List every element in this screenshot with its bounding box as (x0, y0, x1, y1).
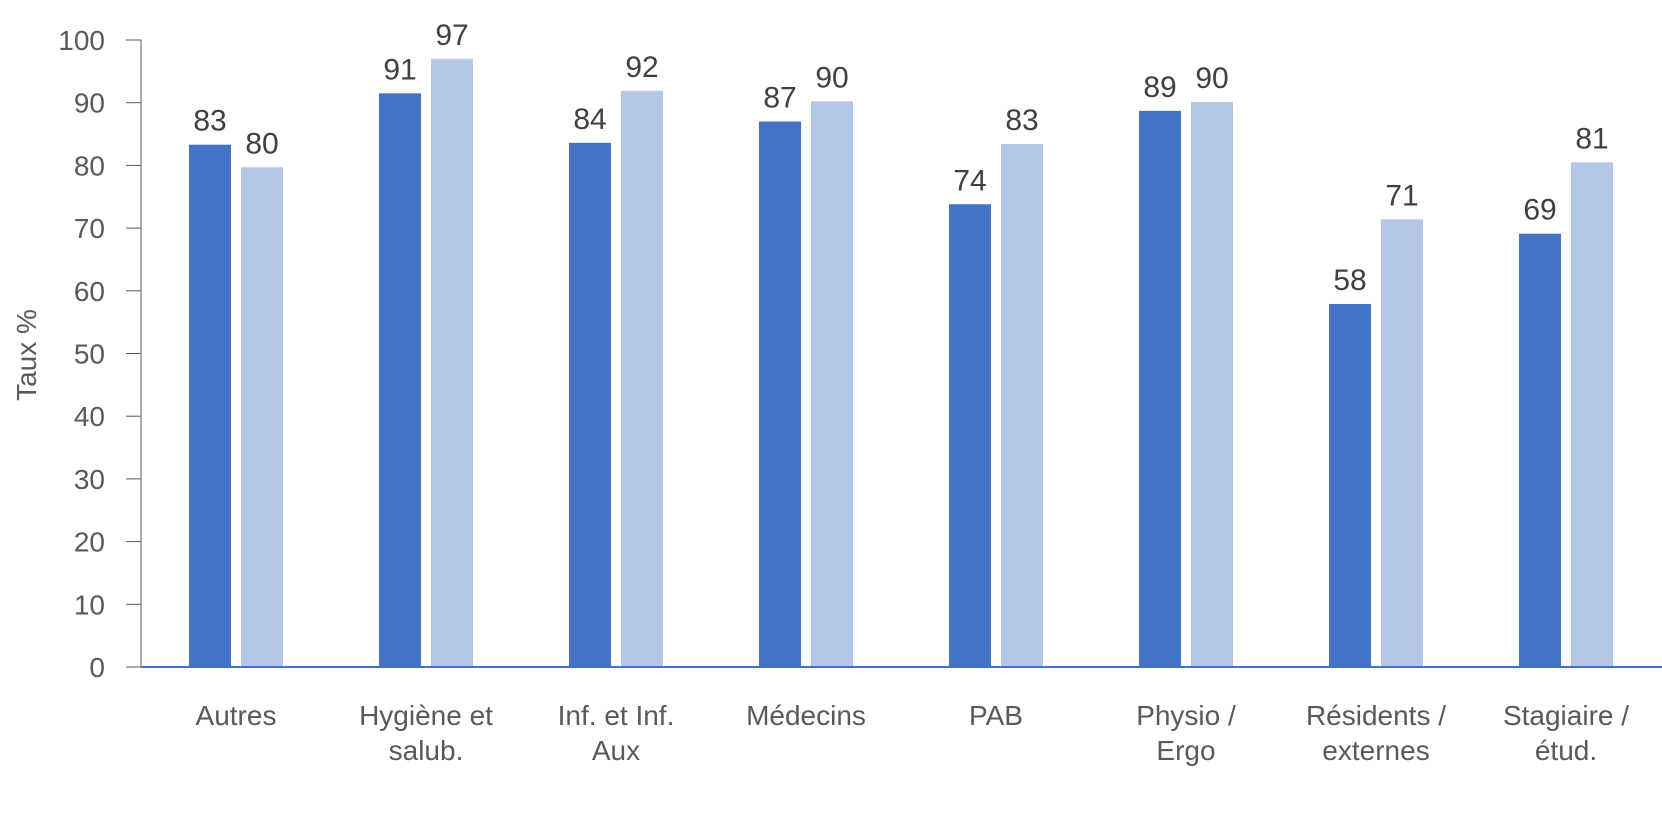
data-label: 83 (1005, 104, 1038, 137)
y-tick-label: 30 (74, 464, 105, 495)
bar-series1 (759, 121, 801, 667)
bar-series2 (1381, 219, 1423, 667)
y-tick-label: 0 (89, 652, 105, 683)
x-category-label: Autres (196, 700, 277, 731)
x-category-label: Résidents / (1306, 700, 1446, 731)
x-category-label: salub. (389, 735, 464, 766)
bar-series2 (1191, 102, 1233, 667)
x-category-label: Physio / (1136, 700, 1236, 731)
y-tick-label: 40 (74, 401, 105, 432)
x-category-label: étud. (1535, 735, 1597, 766)
bar-series2 (431, 58, 473, 668)
data-labels: 83 80 91 97 84 92 87 90 74 83 89 90 58 71 69 81 (193, 19, 1608, 297)
bar-series2 (811, 101, 853, 668)
x-category-label: Stagiaire / (1503, 700, 1629, 731)
bar-series1 (1139, 110, 1181, 667)
data-label: 89 (1143, 71, 1176, 104)
x-category-label: externes (1322, 735, 1429, 766)
data-label: 90 (815, 61, 848, 94)
y-tick-label: 60 (74, 276, 105, 307)
y-tick-label: 90 (74, 88, 105, 119)
data-label: 71 (1385, 179, 1418, 212)
data-label: 83 (193, 105, 226, 138)
x-category-label: PAB (969, 700, 1023, 731)
bar-series1 (949, 204, 991, 668)
y-tick-label: 100 (58, 25, 105, 56)
y-axis: 0 10 20 30 40 50 60 70 80 90 100 (58, 25, 142, 683)
data-label: 91 (383, 53, 416, 86)
x-category-label: Inf. et Inf. (558, 700, 675, 731)
x-axis: Autres Hygiène et salub. Inf. et Inf. Aux Méd… (141, 666, 1662, 766)
data-label: 58 (1333, 264, 1366, 297)
y-axis-title: Taux % (11, 309, 42, 401)
y-tick-label: 80 (74, 150, 105, 181)
x-category-label: Ergo (1156, 735, 1215, 766)
x-category-label: Hygiène et (359, 700, 493, 731)
bar-series2 (1571, 162, 1613, 667)
y-tick-label: 50 (74, 339, 105, 370)
x-category-label: Médecins (746, 700, 866, 731)
bar-series1 (1519, 233, 1561, 668)
bars (189, 58, 1613, 668)
bar-series2 (1001, 144, 1043, 667)
data-label: 90 (1195, 62, 1228, 95)
bar-series1 (1329, 303, 1371, 667)
bar-series1 (569, 142, 611, 667)
bar-series1 (379, 93, 421, 668)
x-category-label: Aux (592, 735, 640, 766)
data-label: 97 (435, 19, 468, 52)
y-tick-label: 70 (74, 213, 105, 244)
y-tick-label: 20 (74, 527, 105, 558)
data-label: 84 (573, 103, 606, 136)
y-tick-label: 10 (74, 589, 105, 620)
data-label: 69 (1523, 194, 1556, 227)
data-label: 81 (1575, 122, 1608, 155)
data-label: 92 (625, 51, 658, 84)
data-label: 74 (953, 164, 986, 197)
data-label: 80 (245, 127, 278, 160)
bar-series2 (241, 167, 283, 667)
bar-series2 (621, 90, 663, 668)
bar-series1 (189, 144, 231, 668)
data-label: 87 (763, 82, 796, 115)
